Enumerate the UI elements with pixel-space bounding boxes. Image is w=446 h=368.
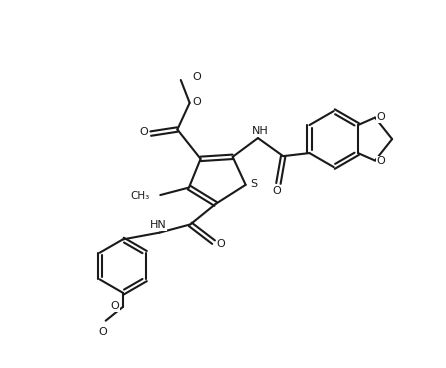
Text: HN: HN [150,220,167,230]
Text: CH₃: CH₃ [130,191,149,201]
Text: O: O [192,96,201,106]
Text: O: O [98,327,107,337]
Text: O: O [111,301,120,311]
Text: O: O [193,72,202,82]
Text: O: O [377,156,385,166]
Text: O: O [377,112,385,122]
Text: O: O [140,127,148,137]
Text: O: O [217,239,225,249]
Text: O: O [273,186,281,196]
Text: NH: NH [252,125,268,135]
Text: S: S [250,179,257,189]
